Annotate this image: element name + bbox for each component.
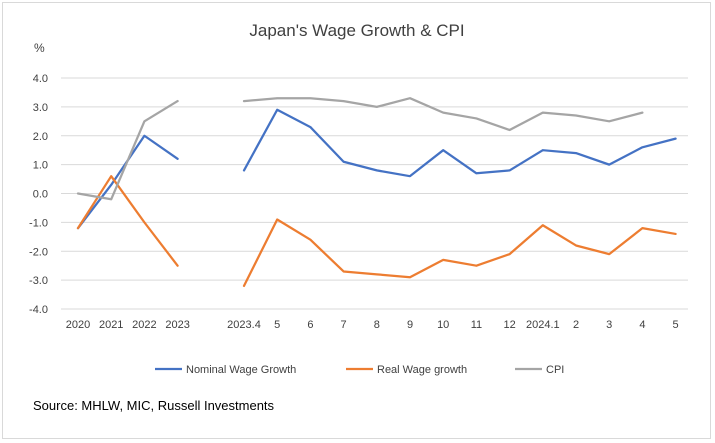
x-tick-label: 2 [573, 319, 579, 331]
y-tick-label: -3.0 [29, 275, 48, 287]
x-tick-label: 3 [606, 319, 612, 331]
line-chart: Japan's Wage Growth & CPI % 4.0 3.0 2.0 1.0… [0, 0, 715, 443]
x-tick-label: 7 [341, 319, 347, 331]
legend-label-real-wage-growth: Real Wage growth [377, 364, 467, 376]
y-tick-label: -2.0 [29, 246, 48, 258]
x-tick-label: 5 [274, 319, 280, 331]
x-tick-label: 9 [407, 319, 413, 331]
x-tick-label: 8 [374, 319, 380, 331]
series-line-real-wage-growth [244, 219, 676, 285]
y-tick-label: 4.0 [33, 73, 48, 85]
source-note: Source: MHLW, MIC, Russell Investments [33, 398, 275, 413]
x-tick-label: 12 [503, 319, 515, 331]
y-tick-label: 3.0 [33, 102, 48, 114]
y-tick-label: 1.0 [33, 160, 48, 172]
x-axis-ticks: 2020 2021 2022 2023 2023.4 5 6 7 8 9 10 11 12 2024.1 2… [66, 319, 679, 331]
x-tick-label: 2023 [165, 319, 189, 331]
legend: Nominal Wage Growth Real Wage growth CPI [155, 364, 564, 376]
y-axis-unit-label: % [34, 41, 45, 55]
x-tick-label: 2020 [66, 319, 90, 331]
series-line-nominal-wage-growth [78, 136, 178, 228]
series-line-cpi [78, 101, 178, 199]
x-tick-label: 2023.4 [227, 319, 261, 331]
y-tick-label: 2.0 [33, 131, 48, 143]
y-tick-label: -4.0 [29, 304, 48, 316]
legend-label-cpi: CPI [546, 364, 564, 376]
x-tick-label: 2021 [99, 319, 123, 331]
series-line-real-wage-growth [78, 176, 178, 266]
x-tick-label: 5 [673, 319, 679, 331]
series-lines [78, 98, 676, 286]
chart-title: Japan's Wage Growth & CPI [249, 21, 464, 40]
y-axis-ticks: 4.0 3.0 2.0 1.0 0.0 -1.0 -2.0 -3.0 -4.0 [29, 73, 48, 316]
x-tick-label: 10 [437, 319, 449, 331]
y-tick-label: 0.0 [33, 189, 48, 201]
series-line-cpi [244, 98, 642, 130]
y-tick-label: -1.0 [29, 217, 48, 229]
x-tick-label: 2022 [132, 319, 156, 331]
x-tick-label: 4 [639, 319, 645, 331]
legend-label-nominal-wage-growth: Nominal Wage Growth [186, 364, 296, 376]
x-tick-label: 2024.1 [526, 319, 560, 331]
x-tick-label: 6 [307, 319, 313, 331]
x-tick-label: 11 [471, 319, 482, 331]
